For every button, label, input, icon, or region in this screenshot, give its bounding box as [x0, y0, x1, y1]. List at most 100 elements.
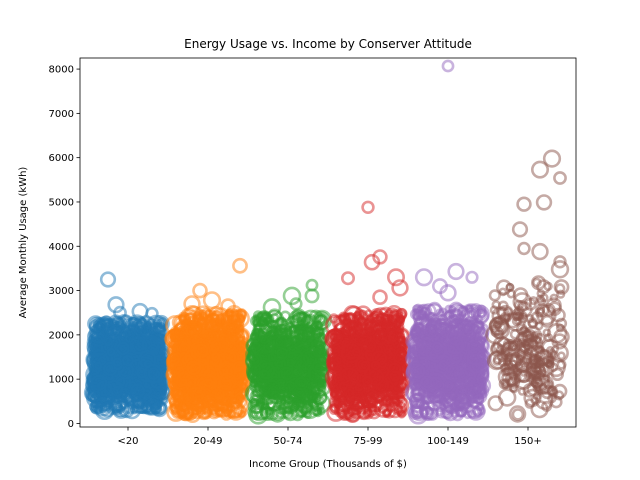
data-point	[232, 257, 248, 274]
data-point	[228, 332, 238, 342]
data-point	[233, 392, 245, 404]
data-point	[279, 386, 289, 395]
data-point	[186, 360, 202, 376]
data-point	[187, 315, 198, 327]
data-point	[211, 355, 223, 368]
data-point	[88, 323, 108, 344]
data-point	[268, 329, 279, 340]
data-point	[275, 346, 289, 360]
data-point	[183, 295, 201, 313]
data-point	[172, 351, 182, 361]
data-point	[112, 326, 122, 336]
data-point	[296, 353, 310, 368]
data-point	[192, 282, 208, 299]
data-point	[172, 393, 182, 403]
data-point	[90, 374, 108, 392]
data-point	[216, 362, 237, 383]
data-point	[193, 343, 209, 359]
data-point	[105, 372, 114, 381]
data-point	[116, 341, 131, 356]
data-point	[315, 326, 325, 337]
data-point	[107, 296, 125, 314]
data-point	[106, 393, 115, 403]
data-point	[145, 306, 159, 321]
scatter-points	[83, 59, 570, 425]
data-point	[142, 320, 151, 330]
data-point	[302, 324, 313, 335]
data-point	[255, 397, 269, 411]
data-point	[292, 324, 302, 333]
data-point	[245, 351, 263, 369]
data-point	[255, 330, 268, 343]
data-point	[202, 313, 222, 333]
data-point	[349, 403, 362, 416]
data-point	[90, 381, 101, 393]
data-point	[202, 393, 220, 412]
data-point	[214, 384, 235, 405]
data-point	[284, 380, 296, 392]
data-point	[334, 319, 353, 338]
data-point	[220, 327, 231, 338]
data-point	[270, 390, 281, 401]
data-point	[121, 354, 134, 367]
data-point	[258, 362, 276, 380]
data-point	[141, 385, 153, 397]
data-point	[235, 339, 247, 350]
data-point	[270, 331, 288, 349]
data-point	[302, 350, 318, 365]
data-point	[275, 395, 287, 407]
data-point	[312, 347, 322, 358]
data-point	[330, 332, 340, 342]
data-point	[117, 362, 135, 380]
data-point	[171, 406, 185, 420]
data-point	[220, 298, 236, 314]
data-point	[302, 327, 315, 340]
data-point	[275, 337, 284, 347]
data-point	[251, 375, 260, 385]
data-point	[228, 351, 240, 363]
data-point	[143, 363, 163, 384]
data-point	[94, 396, 112, 414]
data-point	[130, 383, 146, 399]
data-point	[311, 360, 324, 373]
data-point	[262, 298, 282, 317]
data-point	[304, 288, 320, 304]
data-point	[103, 337, 113, 347]
data-point	[282, 286, 302, 306]
data-point	[149, 403, 159, 414]
data-point	[218, 372, 238, 391]
data-point	[294, 376, 309, 391]
data-point	[267, 352, 277, 362]
data-point	[257, 369, 271, 383]
data-point	[170, 376, 179, 386]
data-point	[275, 318, 285, 328]
data-point	[175, 366, 185, 377]
data-point	[196, 377, 208, 389]
data-point	[112, 357, 123, 367]
data-point	[106, 347, 116, 357]
data-point	[285, 358, 296, 368]
data-point	[290, 356, 303, 369]
data-point	[147, 367, 161, 380]
data-point	[185, 325, 197, 336]
data-point	[99, 271, 117, 288]
data-point	[211, 351, 221, 362]
data-point	[279, 310, 291, 322]
data-point	[317, 378, 327, 388]
data-point	[143, 398, 161, 416]
data-point	[257, 318, 267, 328]
data-point	[275, 405, 285, 415]
data-point	[300, 399, 320, 420]
data-point	[207, 309, 217, 319]
data-point	[134, 324, 147, 337]
data-point	[104, 321, 114, 330]
data-point	[94, 361, 103, 371]
data-point	[280, 366, 295, 381]
data-point	[236, 308, 247, 319]
data-point	[289, 297, 303, 311]
data-point	[90, 349, 109, 367]
data-point	[219, 335, 237, 353]
data-point	[95, 318, 115, 337]
data-point	[271, 408, 285, 421]
